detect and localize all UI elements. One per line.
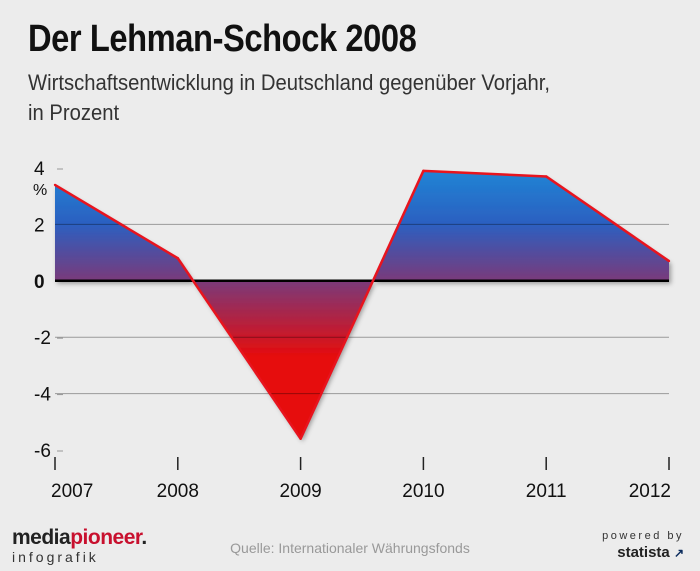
data-point <box>422 169 425 173</box>
subtitle-line-2: in Prozent <box>28 100 120 125</box>
brand-name-part-1: media <box>12 526 71 549</box>
chart-title: Der Lehman-Schock 2008 <box>28 18 417 60</box>
data-point <box>667 259 671 263</box>
y-tick-label: -4 <box>34 385 51 406</box>
chart-subtitle: Wirtschaftsentwicklung in Deutschland ge… <box>28 68 654 128</box>
x-tick-label: 2009 <box>279 481 321 502</box>
y-tick-label: -6 <box>34 441 51 462</box>
data-point <box>176 257 179 260</box>
mediapioneer-logo: mediapioneer. infografik <box>12 527 147 564</box>
x-tick-label: 2007 <box>51 481 93 502</box>
series-line <box>54 169 670 440</box>
brand-subtitle: infografik <box>12 549 99 565</box>
y-tick-label: 0 <box>34 272 45 293</box>
statista-name: statista ↗ <box>602 545 684 560</box>
positive-area <box>372 170 669 281</box>
statista-logo: powered by statista ↗ <box>602 530 684 561</box>
data-point <box>53 183 57 187</box>
powered-by-label: powered by <box>602 530 684 542</box>
y-tick-label: 4 <box>34 159 45 180</box>
data-point <box>545 175 548 178</box>
brand-dot: . <box>141 526 147 549</box>
x-tick-label: 2010 <box>402 481 444 502</box>
source-note: Quelle: Internationaler Währungsfonds <box>230 540 470 556</box>
data-point <box>299 437 302 440</box>
x-tick-label: 2011 <box>526 481 567 502</box>
x-tick-label: 2012 <box>629 481 671 502</box>
area-group <box>55 170 669 439</box>
statista-arrow-icon: ↗ <box>673 546 684 560</box>
brand-name-part-2: pioneer <box>70 526 142 549</box>
y-tick-label: -2 <box>34 328 51 349</box>
x-tick-label: 2008 <box>157 481 199 502</box>
subtitle-line-1: Wirtschaftsentwicklung in Deutschland ge… <box>28 70 551 95</box>
statista-name-text: statista <box>617 544 670 561</box>
y-axis-unit: % <box>33 182 47 199</box>
negative-area <box>193 280 373 439</box>
y-tick-label: 2 <box>34 215 45 236</box>
positive-area <box>55 184 194 281</box>
brand-name: mediapioneer. <box>12 527 147 548</box>
